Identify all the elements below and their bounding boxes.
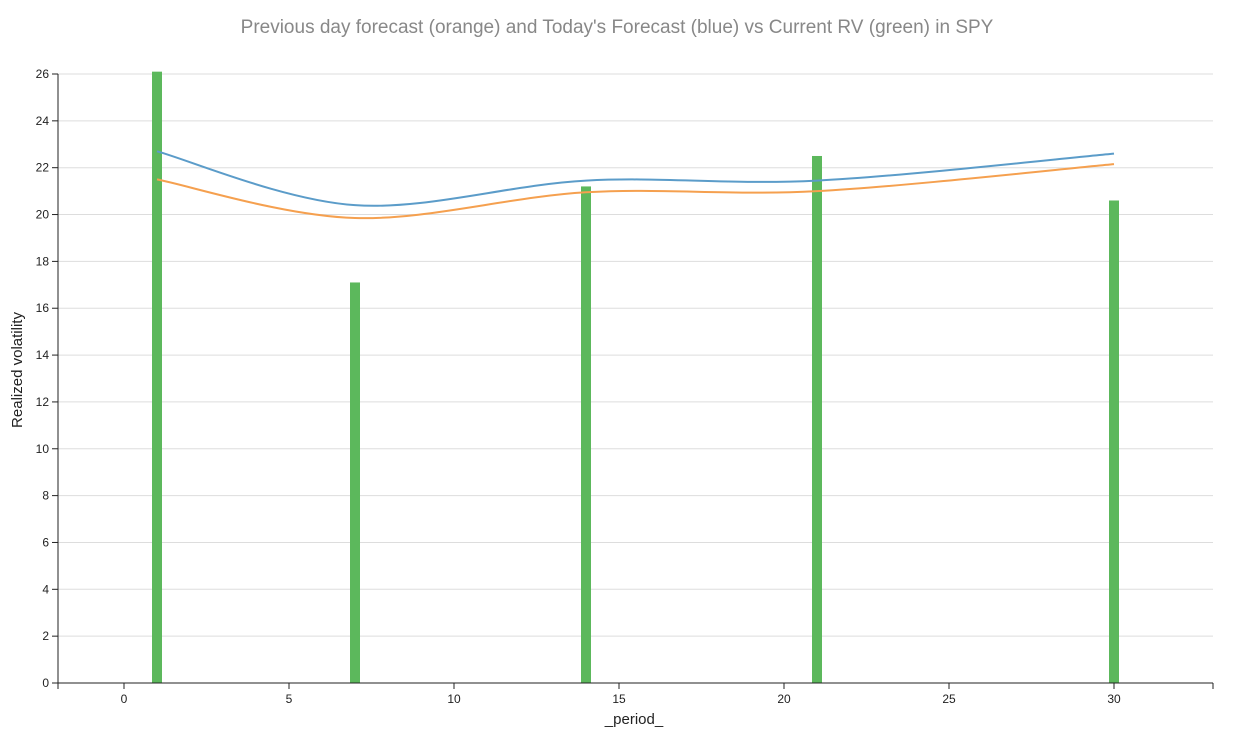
y-tick-label: 18 <box>36 254 50 268</box>
x-tick-label: 20 <box>777 692 791 706</box>
y-tick-label: 22 <box>36 161 50 175</box>
x-tick-label: 5 <box>286 692 293 706</box>
lines-series <box>156 150 1115 220</box>
x-tick-label: 10 <box>447 692 461 706</box>
y-tick-label: 8 <box>42 489 49 503</box>
y-tick-label: 14 <box>36 348 50 362</box>
y-tick-label: 12 <box>36 395 50 409</box>
y-tick-label: 2 <box>42 629 49 643</box>
y-axis-label: Realized volatility <box>9 312 26 428</box>
x-tick-label: 15 <box>612 692 626 706</box>
bar <box>812 155 822 683</box>
gridlines <box>58 73 1213 637</box>
y-tick-label: 16 <box>36 301 50 315</box>
y-tick-label: 4 <box>42 582 49 596</box>
y-tick-label: 10 <box>36 442 50 456</box>
bars-series <box>152 71 1119 683</box>
chart-title: Previous day forecast (orange) and Today… <box>241 17 994 38</box>
y-tick-label: 6 <box>42 535 49 549</box>
bar <box>581 186 591 683</box>
x-tick-label: 0 <box>121 692 128 706</box>
bar <box>152 71 162 683</box>
series-line-2 <box>156 163 1115 220</box>
y-tick-label: 0 <box>42 676 49 690</box>
x-axis-label: _period_ <box>604 711 664 728</box>
bar <box>350 282 360 683</box>
y-tick-label: 24 <box>36 114 50 128</box>
x-tick-label: 30 <box>1107 692 1121 706</box>
y-tick-label: 26 <box>36 67 50 81</box>
series-line-1 <box>156 150 1115 207</box>
y-tick-label: 20 <box>36 208 50 222</box>
x-tick-label: 25 <box>942 692 956 706</box>
bar <box>1109 200 1119 683</box>
